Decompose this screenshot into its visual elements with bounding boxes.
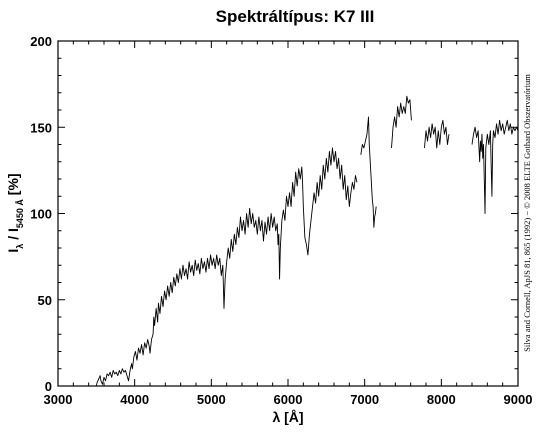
y-tick-label: 100 — [30, 207, 52, 222]
x-tick-label: 7000 — [350, 392, 379, 407]
spectrum-line-segment — [424, 119, 450, 149]
y-label-unit: [%] — [5, 173, 21, 199]
x-tick-label: 9000 — [504, 392, 533, 407]
plot-area — [57, 40, 519, 387]
spectrum-line-segment — [391, 95, 412, 148]
y-tick-label: 200 — [30, 34, 52, 49]
spectrum-line-segment — [360, 116, 377, 228]
y-tick-label: 50 — [38, 293, 52, 308]
spectrum-line-segment — [471, 119, 519, 214]
y-tick-label: 0 — [45, 379, 52, 394]
x-tick-label: 4000 — [120, 392, 149, 407]
y-tick-label: 150 — [30, 120, 52, 135]
x-tick-label: 5000 — [197, 392, 226, 407]
x-tick-label: 8000 — [427, 392, 456, 407]
spectrum-line-segment — [95, 147, 358, 387]
y-label-sub-lambda: λ — [15, 244, 25, 249]
x-axis-label: λ [Å] — [272, 409, 303, 425]
plot-frame — [57, 40, 519, 387]
axis-ticks: 3000 4000 5000 6000 7000 8000 9000 0 50 100 150 200 — [30, 34, 532, 407]
x-tick-label: 3000 — [44, 392, 73, 407]
chart-title: Spektráltípus: K7 III — [216, 7, 375, 26]
y-label-mid: / I — [5, 228, 21, 244]
x-tick-label: 6000 — [274, 392, 303, 407]
y-axis-label: Iλ / I5450 Å [%] — [5, 173, 25, 252]
spectrum-series — [95, 95, 519, 387]
credit-text: Silva and Cornell, ApJS 81, 865 (1992) −… — [522, 74, 532, 352]
y-label-sub-ref: 5450 Å — [15, 199, 25, 229]
y-label-main: I — [5, 249, 21, 253]
